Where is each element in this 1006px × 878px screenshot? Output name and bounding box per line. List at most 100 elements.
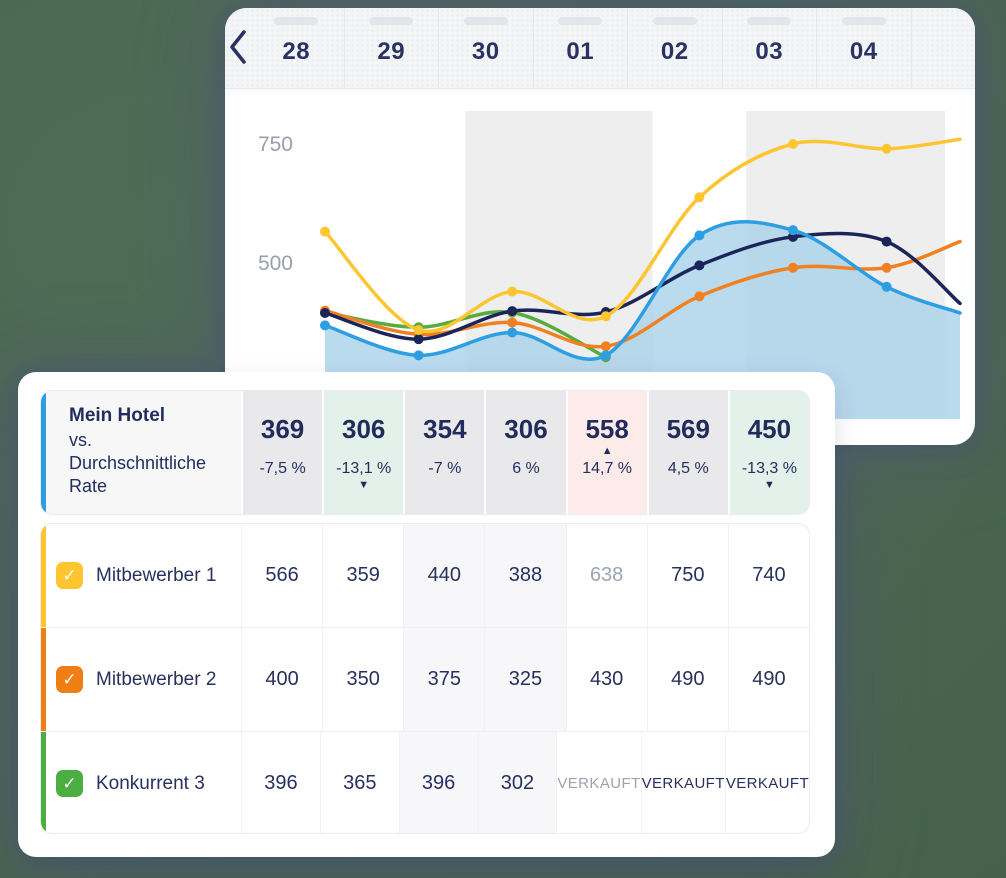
rate-value: 354	[423, 414, 467, 444]
competitor-name: Mitbewerber 2	[96, 668, 217, 690]
date-cell[interactable]: 28	[249, 8, 344, 88]
data-point	[507, 306, 518, 317]
series-line-mein-hotel	[323, 220, 962, 362]
weekday-skeleton-bar	[747, 17, 792, 25]
date-bar: 28 29 30 01 02 03 04	[225, 8, 975, 89]
rate-cell: 490	[646, 628, 728, 731]
series-line-mitbewerber-2	[323, 239, 962, 349]
sold-out-cell: VERKAUFT	[640, 732, 725, 833]
competitor-name: Konkurrent 3	[96, 772, 205, 794]
data-point	[788, 139, 798, 149]
data-point	[320, 320, 330, 331]
rate-cell: 638	[565, 524, 647, 627]
rate-cell: 365	[319, 732, 399, 833]
data-point	[600, 311, 611, 322]
rate-value: 569	[666, 414, 710, 444]
rate-cell: 375	[403, 628, 485, 731]
competitor-checkbox[interactable]: ✓	[56, 770, 83, 797]
rate-value: 369	[260, 414, 305, 444]
data-point	[320, 307, 330, 318]
competitor-label-cell: ✓ Mitbewerber 2	[41, 628, 241, 731]
data-point	[507, 327, 518, 338]
rate-delta-percent: -13,3 %	[741, 459, 797, 477]
data-point	[881, 262, 892, 273]
data-point	[881, 236, 892, 247]
arrow-down-icon: ▼	[358, 478, 370, 491]
weekday-skeleton-bar	[274, 17, 319, 25]
arrow-up-icon: ▲	[601, 444, 613, 457]
row-accent-bar	[41, 732, 46, 833]
summary-cell: 354 -7 %	[403, 391, 485, 514]
competitor-checkbox[interactable]: ✓	[56, 562, 83, 589]
date-cell[interactable]: 29	[343, 8, 439, 88]
rate-cell: 359	[322, 524, 403, 627]
row-accent-bar	[41, 524, 46, 627]
date-label: 02	[660, 38, 689, 65]
data-point	[413, 325, 424, 336]
data-point	[788, 225, 798, 236]
hotel-accent-bar	[41, 391, 46, 514]
series-line-durchschnittliche-rate	[323, 231, 962, 341]
date-cell[interactable]: 04	[816, 8, 911, 88]
rate-table-card: Mein Hotel vs. Durchschnittliche Rate 36…	[18, 372, 835, 857]
summary-cell: 306 6 %	[484, 391, 566, 514]
rate-delta-percent: 14,7 %	[582, 459, 633, 477]
date-cell[interactable]: 30	[438, 8, 533, 88]
weekday-skeleton-bar	[463, 17, 508, 25]
rate-cell: 302	[477, 732, 557, 833]
rate-cell: 325	[484, 628, 566, 731]
data-point	[881, 143, 892, 154]
rate-value: 306	[342, 414, 386, 444]
competitor-label-cell: ✓ Konkurrent 3	[41, 732, 241, 833]
date-label: 04	[849, 38, 878, 65]
rate-cell: 490	[727, 628, 809, 731]
date-cell[interactable]: 01	[532, 8, 628, 88]
chevron-left-icon	[225, 27, 249, 70]
competitor-row: ✓ Konkurrent 3 396 365 396 302 VERKAUFT VERKAUF…	[41, 731, 809, 833]
rate-cell: 750	[646, 524, 728, 627]
sold-out-cell: VERKAUFT	[556, 732, 640, 833]
rate-cell: 396	[241, 732, 320, 833]
rate-delta-percent: -13,1 %	[336, 459, 392, 477]
rate-chart-card: 28 29 30 01 02 03 04 750 500	[225, 8, 975, 445]
rate-cell: 350	[322, 628, 403, 731]
hotel-name: Mein Hotel	[69, 405, 166, 426]
summary-cell: 306 -13,1 % ▼	[322, 391, 404, 514]
series-line-konkurrent-3	[323, 309, 608, 359]
competitor-label-cell: ✓ Mitbewerber 1	[41, 524, 241, 627]
chart-canvas: 750 500	[258, 111, 962, 419]
rate-value: 450	[747, 414, 792, 444]
sold-out-cell: VERKAUFT	[724, 732, 809, 833]
data-point	[320, 226, 330, 237]
date-label: 30	[471, 38, 500, 65]
rate-cell: 440	[403, 524, 485, 627]
weekday-skeleton-bar	[558, 17, 603, 25]
weekday-skeleton-bar	[369, 17, 414, 25]
weekday-skeleton-bar	[841, 17, 886, 25]
data-point	[507, 286, 518, 297]
back-button[interactable]	[225, 8, 249, 88]
rate-value: 558	[585, 414, 629, 444]
rate-cell: 396	[398, 732, 478, 833]
row-accent-bar	[41, 628, 46, 731]
hotel-compare-label: vs. Durchschnittliche Rate	[69, 429, 207, 496]
data-point	[881, 281, 892, 292]
series-area-mein-hotel	[325, 221, 960, 419]
competitor-checkbox[interactable]: ✓	[56, 666, 83, 693]
y-axis-label: 500	[258, 252, 293, 275]
date-cell[interactable]: 02	[627, 8, 722, 88]
date-label: 29	[377, 38, 406, 65]
competitor-name: Mitbewerber 1	[96, 564, 217, 586]
y-axis-label: 750	[258, 133, 293, 156]
rate-chart: 750 500	[225, 89, 975, 445]
data-point	[788, 262, 798, 273]
date-cell[interactable]: 03	[721, 8, 817, 88]
summary-cell: 558 ▲ 14,7 %	[565, 391, 647, 514]
hotel-summary-cells: 369 -7,5 % 306 -13,1 % ▼ 354 -7 % 306 6 % 558 ▲ 14,…	[241, 391, 809, 514]
rate-delta-percent: -7,5 %	[259, 459, 306, 477]
date-label: 28	[282, 38, 311, 65]
data-point	[413, 350, 424, 361]
date-columns: 28 29 30 01 02 03 04	[249, 8, 975, 88]
